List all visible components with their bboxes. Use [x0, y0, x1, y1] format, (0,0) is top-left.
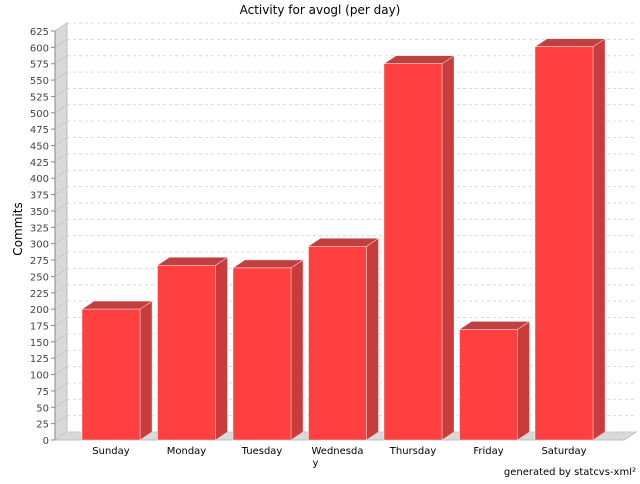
wall-gridline — [54, 366, 68, 375]
bar-top — [81, 300, 153, 310]
bar-side — [517, 320, 530, 441]
y-tick-label: 375 — [30, 191, 49, 202]
wall-gridline — [54, 251, 68, 261]
bar-side — [592, 38, 606, 441]
y-tick-label: 200 — [30, 305, 49, 316]
bar — [232, 267, 292, 441]
y-tick-label: 150 — [30, 338, 49, 349]
y-tick-label: 525 — [30, 92, 49, 103]
y-axis-label: Commits — [11, 202, 25, 255]
bar — [534, 46, 594, 441]
bar-side — [290, 259, 304, 441]
y-tick-label: 250 — [30, 272, 49, 283]
y-tick-label: 275 — [30, 256, 49, 267]
chart-title: Activity for avogl (per day) — [240, 3, 401, 17]
wall-gridline — [54, 349, 68, 359]
y-tick-label: 425 — [30, 158, 49, 169]
y-tick-label: 100 — [30, 371, 49, 382]
x-tick-label: Sunday — [92, 446, 129, 457]
bar-top — [232, 259, 304, 269]
x-tick-label: Wednesda — [312, 446, 364, 457]
wall-gridline — [54, 202, 68, 212]
wall-gridline — [54, 218, 68, 228]
bar — [308, 245, 367, 441]
generator-credit: generated by statcvs-xml² — [504, 467, 636, 478]
y-tick-label: 550 — [30, 76, 49, 87]
wall-gridline — [54, 415, 68, 425]
x-tick-label: Monday — [167, 446, 207, 457]
bar-top — [534, 38, 606, 48]
wall-gridline — [54, 137, 68, 146]
bar-side — [441, 55, 455, 441]
wall-gridline — [54, 382, 68, 392]
wall-gridline — [54, 235, 68, 245]
bar-side — [215, 256, 228, 441]
bar — [81, 308, 141, 441]
bar-side — [366, 237, 379, 441]
x-tick-label: Tuesday — [241, 446, 283, 457]
bar-top — [458, 321, 531, 330]
x-tick-label: y — [313, 458, 319, 469]
y-tick-label: 225 — [30, 289, 49, 300]
wall-gridline — [54, 153, 68, 163]
wall-gridline — [54, 398, 68, 408]
y-tick-label: 475 — [30, 125, 49, 136]
y-tick-label: 325 — [30, 223, 49, 234]
wall-gridline — [54, 120, 68, 130]
y-tick-label: 125 — [30, 354, 49, 365]
bar — [383, 63, 443, 441]
wall-gridline — [54, 38, 68, 48]
wall-gridline — [54, 55, 68, 65]
y-tick-label: 600 — [30, 43, 49, 54]
y-tick-label: 300 — [30, 240, 49, 251]
bar — [459, 329, 518, 441]
y-tick-label: 450 — [30, 142, 49, 153]
wall-gridline — [54, 186, 68, 196]
y-tick-label: 50 — [36, 403, 49, 414]
y-tick-label: 25 — [36, 420, 49, 431]
wall-gridline — [54, 169, 68, 179]
y-tick-label: 350 — [30, 207, 49, 218]
y-tick-label: 175 — [30, 321, 49, 332]
y-tick-label: 400 — [30, 174, 49, 185]
wall-gridline — [54, 431, 68, 441]
y-tick-label: 575 — [30, 60, 49, 71]
bar-top — [156, 256, 229, 266]
y-tick-label: 625 — [30, 27, 49, 38]
x-tick-label: Thursday — [389, 446, 437, 457]
x-tick-label: Saturday — [541, 446, 586, 457]
wall-gridline — [54, 71, 68, 81]
y-tick-label: 500 — [30, 109, 49, 120]
wall-gridline — [54, 267, 68, 277]
x-tick-label: Friday — [473, 446, 503, 457]
bar-top — [307, 237, 380, 247]
bar — [157, 264, 216, 441]
bar-top — [383, 55, 455, 65]
y-tick-label: 0 — [43, 436, 49, 447]
wall-gridline — [54, 284, 68, 294]
wall-gridline — [54, 88, 68, 97]
chart-wall-left — [54, 22, 68, 441]
wall-gridline — [54, 22, 68, 32]
y-tick-label: 75 — [36, 387, 49, 398]
wall-gridline — [54, 333, 68, 343]
wall-gridline — [54, 300, 68, 310]
bar-side — [139, 300, 153, 441]
wall-gridline — [54, 317, 68, 326]
wall-gridline — [54, 104, 68, 114]
